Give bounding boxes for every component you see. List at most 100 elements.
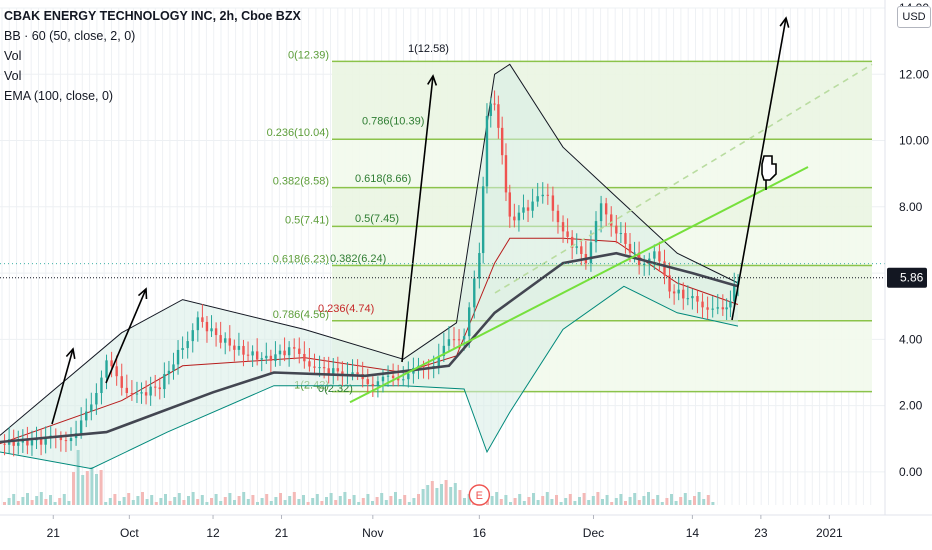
candle-body[interactable] — [575, 246, 578, 248]
candle-body[interactable] — [604, 203, 608, 215]
legend-volume-2[interactable]: Vol — [4, 69, 22, 83]
candle-body[interactable] — [658, 251, 661, 262]
candle-body[interactable] — [79, 420, 83, 434]
candle-body[interactable] — [422, 365, 425, 367]
arrow-drawing[interactable] — [401, 75, 434, 363]
candle-body[interactable] — [341, 371, 344, 376]
candle-body[interactable] — [473, 278, 476, 308]
candle-body[interactable] — [551, 195, 555, 211]
legend-ema[interactable]: EMA (100, close, 0) — [4, 89, 114, 103]
candle-body[interactable] — [633, 252, 636, 254]
trend-line[interactable] — [349, 166, 809, 404]
candle-body[interactable] — [3, 443, 6, 445]
candle-body[interactable] — [228, 338, 231, 346]
candle-body[interactable] — [517, 212, 521, 221]
candle-body[interactable] — [500, 127, 504, 156]
trend-line-dashed[interactable] — [494, 63, 873, 294]
candle-body[interactable] — [589, 242, 593, 264]
candle-body[interactable] — [619, 233, 623, 235]
candle-body[interactable] — [407, 373, 410, 380]
candle-body[interactable] — [64, 440, 68, 442]
candle-body[interactable] — [452, 339, 456, 341]
time-axis[interactable] — [0, 515, 932, 550]
candle-body[interactable] — [663, 261, 666, 276]
candle-body[interactable] — [701, 301, 704, 308]
candle-body[interactable] — [100, 377, 103, 394]
candle-body[interactable] — [489, 103, 492, 116]
candle-body[interactable] — [154, 386, 157, 388]
candle-body[interactable] — [201, 317, 204, 322]
candle-body[interactable] — [149, 386, 152, 396]
candle-body[interactable] — [402, 379, 405, 381]
candle-body[interactable] — [278, 350, 282, 355]
candle-body[interactable] — [668, 275, 671, 292]
candle-body[interactable] — [371, 384, 375, 386]
candle-body[interactable] — [298, 348, 301, 354]
candle-body[interactable] — [462, 336, 466, 340]
candle-body[interactable] — [457, 339, 461, 341]
candle-body[interactable] — [125, 387, 129, 394]
candle-body[interactable] — [105, 360, 108, 378]
candle-body[interactable] — [729, 301, 732, 308]
candle-body[interactable] — [59, 436, 63, 441]
candle-body[interactable] — [110, 360, 113, 367]
candle-body[interactable] — [205, 321, 209, 332]
candle-body[interactable] — [163, 374, 166, 390]
candle-body[interactable] — [716, 307, 719, 309]
candle-body[interactable] — [481, 186, 485, 254]
candle-body[interactable] — [610, 214, 613, 226]
candle-body[interactable] — [130, 393, 134, 395]
candle-body[interactable] — [536, 196, 539, 202]
candle-body[interactable] — [677, 289, 680, 294]
candle-body[interactable] — [381, 376, 385, 382]
candle-body[interactable] — [386, 375, 390, 377]
candle-body[interactable] — [219, 335, 222, 343]
candle-body[interactable] — [274, 354, 277, 361]
candle-body[interactable] — [376, 381, 380, 386]
candle-body[interactable] — [140, 392, 143, 394]
candle-body[interactable] — [308, 361, 311, 367]
arrow-drawing-head[interactable] — [137, 287, 148, 300]
candle-body[interactable] — [44, 438, 47, 445]
candle-body[interactable] — [531, 201, 534, 211]
candle-body[interactable] — [158, 387, 161, 390]
candle-body[interactable] — [594, 221, 598, 243]
candle-body[interactable] — [214, 328, 218, 336]
candle-body[interactable] — [191, 330, 194, 342]
candle-body[interactable] — [508, 192, 511, 217]
candle-body[interactable] — [615, 225, 618, 234]
candle-body[interactable] — [351, 372, 354, 375]
candle-body[interactable] — [90, 404, 93, 412]
candle-body[interactable] — [706, 307, 709, 310]
arrow-drawing-head[interactable] — [779, 16, 790, 28]
candle-body[interactable] — [181, 348, 184, 350]
candle-body[interactable] — [733, 284, 736, 302]
candle-body[interactable] — [696, 296, 699, 302]
candle-body[interactable] — [237, 345, 241, 350]
candle-body[interactable] — [172, 364, 175, 371]
legend-bollinger-bands[interactable]: BB · 60 (50, close, 2, 0) — [4, 29, 136, 43]
candle-body[interactable] — [242, 345, 245, 355]
candle-body[interactable] — [12, 439, 15, 446]
candle-body[interactable] — [233, 345, 236, 350]
candle-body[interactable] — [504, 155, 508, 193]
candle-body[interactable] — [17, 442, 20, 446]
candle-body[interactable] — [322, 367, 326, 369]
candle-body[interactable] — [628, 243, 632, 253]
candle-body[interactable] — [599, 203, 603, 222]
candle-body[interactable] — [251, 351, 254, 356]
candle-body[interactable] — [366, 379, 369, 385]
candle-body[interactable] — [318, 367, 321, 369]
candle-body[interactable] — [513, 216, 516, 221]
candle-body[interactable] — [210, 328, 213, 332]
candle-body[interactable] — [691, 296, 694, 299]
candle-body[interactable] — [497, 104, 500, 128]
candle-body[interactable] — [396, 378, 400, 381]
candle-body[interactable] — [468, 307, 471, 337]
candle-body[interactable] — [522, 207, 525, 213]
candle-body[interactable] — [447, 339, 451, 346]
candle-body[interactable] — [39, 438, 43, 445]
candle-body[interactable] — [546, 194, 550, 196]
candle-body[interactable] — [120, 376, 123, 388]
